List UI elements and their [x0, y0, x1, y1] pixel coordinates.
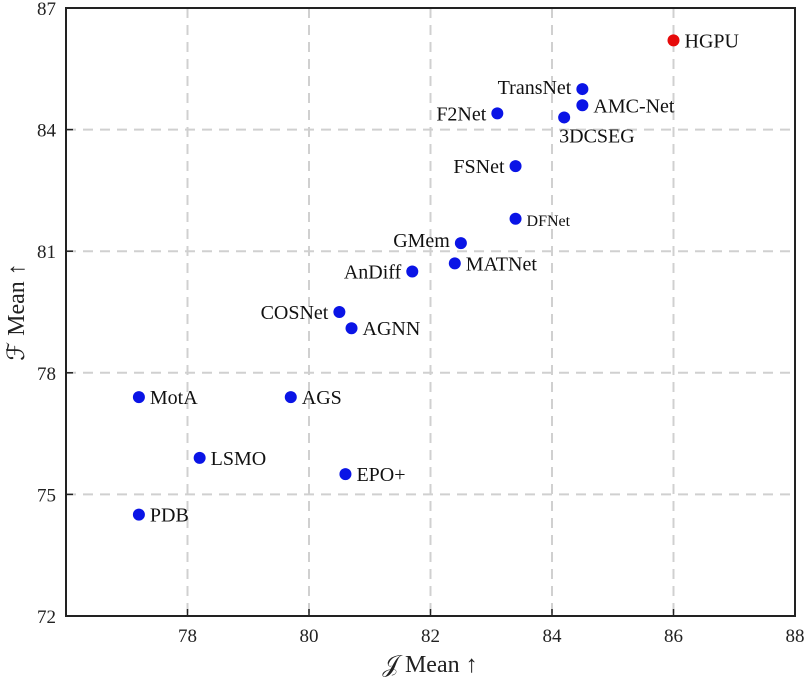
point-dfnet: [509, 212, 522, 225]
point-label-hgpu: HGPU: [685, 30, 740, 52]
point-f2net: [491, 107, 504, 120]
point-amc-net: [576, 99, 589, 112]
point-label-3dcseg: 3DCSEG: [559, 125, 635, 147]
point-ags: [284, 391, 297, 404]
point-label-ags: AGS: [302, 387, 342, 409]
x-tick-label: 86: [664, 626, 683, 647]
y-axis-title: ℱ Mean ↑: [4, 263, 30, 361]
point-label-matnet: MATNet: [466, 253, 538, 275]
point-hgpu: [667, 34, 680, 47]
point-label-transnet: TransNet: [498, 77, 572, 99]
x-tick-label: 78: [178, 626, 197, 647]
point-label-epo: EPO+: [356, 464, 405, 486]
x-tick-label: 88: [786, 626, 805, 647]
x-axis-title: 𝒥 Mean ↑: [382, 652, 477, 678]
point-label-agnn: AGNN: [363, 318, 421, 340]
point-andiff: [406, 265, 419, 278]
data-points: HGPU TransNet AMC-Net F2Net 3DCSEG FSNet DFNet…: [132, 30, 740, 527]
point-label-cosnet: COSNet: [261, 302, 329, 324]
point-pdb: [132, 508, 145, 521]
point-agnn: [345, 322, 358, 335]
point-fsnet: [509, 160, 522, 173]
point-label-amc-net: AMC-Net: [593, 95, 675, 117]
y-tick-label: 78: [37, 364, 56, 385]
y-tick-label: 72: [37, 607, 56, 628]
axis-ticks: 78 80 82 84 86 88 72 75 78 81 84 87: [37, 0, 805, 647]
point-epo: [339, 468, 352, 481]
point-matnet: [448, 257, 461, 270]
point-cosnet: [333, 306, 346, 318]
point-mota: [132, 391, 145, 404]
point-label-lsmo: LSMO: [211, 448, 267, 470]
x-tick-label: 80: [300, 626, 319, 647]
point-label-andiff: AnDiff: [344, 261, 402, 283]
point-transnet: [576, 83, 589, 96]
grid-lines: [66, 8, 795, 616]
y-tick-label: 81: [37, 242, 56, 263]
point-label-f2net: F2Net: [436, 103, 486, 125]
point-label-mota: MotA: [150, 387, 198, 409]
y-tick-label: 84: [37, 121, 57, 142]
x-tick-label: 84: [543, 626, 563, 647]
point-label-pdb: PDB: [150, 505, 189, 527]
point-label-dfnet: DFNet: [527, 213, 571, 230]
point-label-gmem: GMem: [393, 230, 450, 252]
y-tick-label: 75: [37, 485, 56, 506]
point-3dcseg: [558, 111, 571, 124]
y-tick-label: 87: [37, 0, 56, 20]
point-label-fsnet: FSNet: [453, 156, 505, 178]
x-tick-label: 82: [421, 626, 440, 647]
point-gmem: [454, 237, 467, 250]
point-lsmo: [193, 451, 206, 464]
